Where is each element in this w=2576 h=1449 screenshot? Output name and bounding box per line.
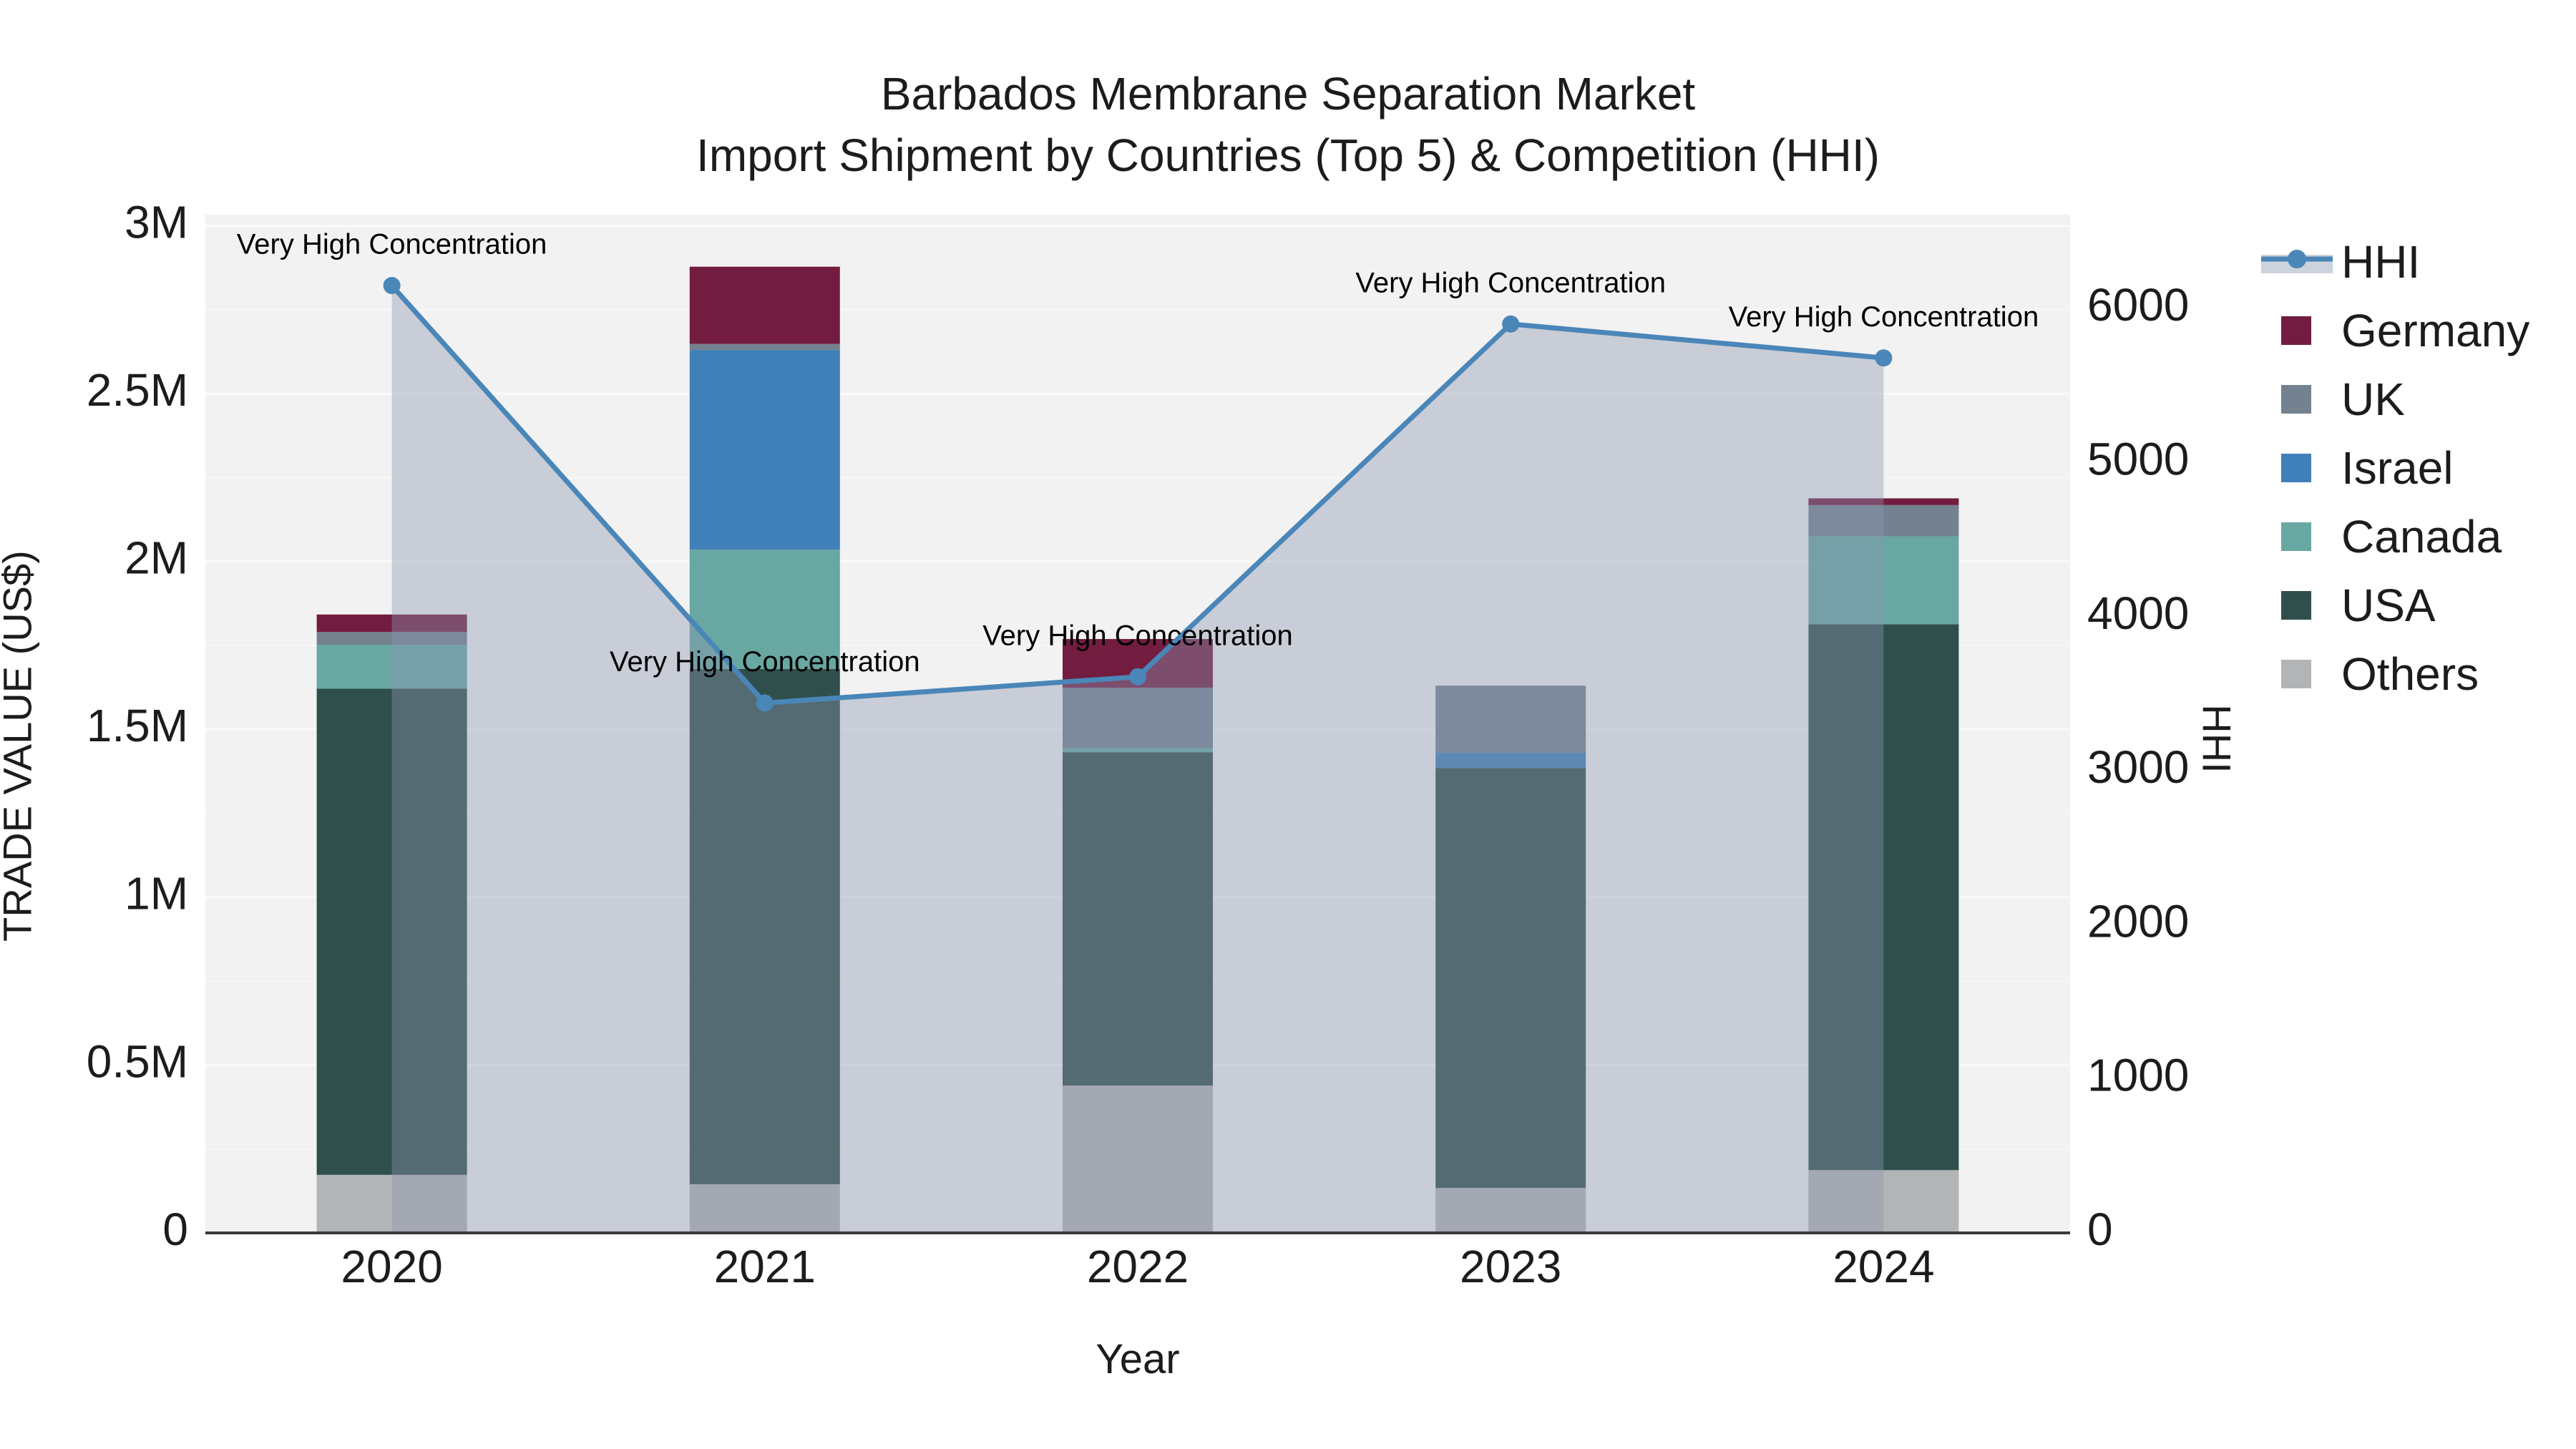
x-axis-tick-label: 2024	[1833, 1241, 1934, 1292]
bar-segment-others-2023	[1435, 1188, 1586, 1233]
bar-segment-germany-2021	[689, 266, 840, 344]
bar-segment-israel-2021	[689, 350, 840, 550]
right-axis-tick-label: 3000	[2087, 741, 2189, 793]
legend-item-uk[interactable]: UK	[2261, 365, 2529, 434]
legend-item-hhi[interactable]: HHI	[2261, 228, 2529, 296]
legend-label-uk: UK	[2341, 374, 2405, 425]
x-axis-title: Year	[1096, 1336, 1180, 1382]
germany-swatch-icon	[2261, 316, 2341, 345]
bar-segment-uk-2020	[316, 632, 467, 645]
chart-title-line2: Import Shipment by Countries (Top 5) & C…	[696, 130, 1880, 181]
others-swatch-icon	[2261, 660, 2341, 688]
right-axis-tick-label: 6000	[2087, 279, 2189, 331]
legend-label-israel: Israel	[2341, 442, 2454, 494]
hhi-marker-2022	[1129, 668, 1146, 686]
usa-swatch-icon	[2261, 591, 2341, 620]
legend-item-others[interactable]: Others	[2261, 640, 2529, 708]
bar-segment-uk-2021	[689, 343, 840, 351]
annotation-2024: Very High Concentration	[1729, 301, 2039, 333]
bar-segment-uk-2023	[1435, 686, 1586, 753]
hhi-line-sample-icon	[2261, 246, 2341, 278]
annotation-2021: Very High Concentration	[610, 646, 920, 678]
bar-segment-usa-2020	[316, 688, 467, 1175]
x-axis-tick-label: 2020	[341, 1241, 442, 1292]
bar-segment-usa-2023	[1435, 768, 1586, 1189]
bar-segment-germany-2020	[316, 614, 467, 633]
right-axis-tick-label: 2000	[2087, 895, 2189, 947]
left-axis-tick-label: 0.5M	[87, 1035, 188, 1087]
canada-swatch-icon	[2261, 522, 2341, 551]
left-axis-tick-label: 0	[162, 1204, 188, 1255]
legend-item-germany[interactable]: Germany	[2261, 296, 2529, 365]
left-axis-tick-label: 2.5M	[87, 364, 188, 416]
bar-segment-usa-2022	[1063, 752, 1213, 1086]
bar-segment-israel-2023	[1435, 753, 1586, 769]
legend-label-canada: Canada	[2341, 511, 2502, 562]
legend-label-hhi: HHI	[2341, 236, 2421, 288]
legend-item-canada[interactable]: Canada	[2261, 502, 2529, 571]
right-axis-tick-label: 1000	[2087, 1050, 2189, 1101]
annotation-2020: Very High Concentration	[237, 229, 547, 260]
bar-segment-uk-2022	[1063, 688, 1213, 748]
x-axis-tick-label: 2021	[714, 1241, 816, 1292]
right-axis-tick-label: 0	[2087, 1204, 2113, 1255]
right-axis-tick-label: 4000	[2087, 587, 2189, 639]
legend-item-israel[interactable]: Israel	[2261, 434, 2529, 502]
uk-swatch-icon	[2261, 385, 2341, 414]
legend: HHI Germany UK Israel Canada USA Others	[2261, 228, 2529, 708]
hhi-area-fill	[391, 286, 1884, 1233]
left-axis-tick-label: 1M	[125, 868, 188, 919]
israel-swatch-icon	[2261, 454, 2341, 482]
hhi-marker-2024	[1875, 349, 1893, 367]
annotation-2023: Very High Concentration	[1355, 267, 1666, 298]
left-axis-title: TRADE VALUE (US$)	[0, 550, 40, 942]
legend-label-usa: USA	[2341, 580, 2436, 631]
bar-segment-usa-2021	[689, 668, 840, 1184]
legend-item-usa[interactable]: USA	[2261, 571, 2529, 640]
hhi-marker-2023	[1502, 315, 1520, 333]
bar-segment-others-2021	[689, 1184, 840, 1233]
bar-segment-uk-2024	[1808, 504, 1959, 537]
legend-label-germany: Germany	[2341, 305, 2530, 356]
right-axis-title: HHI	[2194, 704, 2240, 774]
bar-segment-others-2020	[316, 1174, 467, 1233]
right-axis-tick-label: 5000	[2087, 434, 2189, 485]
bar-segment-canada-2022	[1063, 748, 1213, 753]
bar-segment-others-2024	[1808, 1170, 1959, 1233]
bar-segment-germany-2024	[1808, 498, 1959, 505]
hhi-marker-2020	[383, 277, 401, 295]
bar-segment-canada-2020	[316, 645, 467, 689]
x-axis-tick-label: 2022	[1087, 1241, 1189, 1292]
left-axis-tick-label: 2M	[125, 532, 188, 584]
annotation-2022: Very High Concentration	[982, 620, 1293, 651]
legend-label-others: Others	[2341, 648, 2479, 700]
chart-title-line1: Barbados Membrane Separation Market	[880, 68, 1696, 119]
bar-segment-usa-2024	[1808, 624, 1959, 1171]
x-axis-tick-label: 2023	[1460, 1241, 1561, 1292]
left-axis-tick-label: 3M	[125, 196, 188, 248]
chart-title: Barbados Membrane Separation Market Impo…	[0, 63, 2576, 186]
bar-segment-canada-2024	[1808, 536, 1959, 625]
hhi-marker-2021	[756, 694, 774, 712]
left-axis-tick-label: 1.5M	[87, 700, 188, 751]
bar-segment-others-2022	[1063, 1085, 1213, 1233]
